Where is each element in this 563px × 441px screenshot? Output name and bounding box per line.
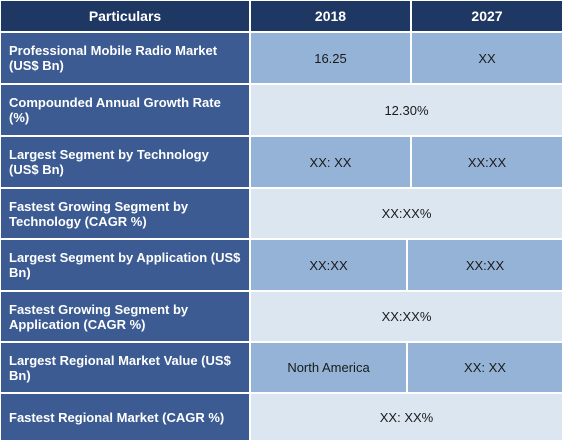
header-particulars: Particulars — [0, 0, 250, 32]
table-row: Largest Regional Market Value (US$ Bn) N… — [0, 342, 563, 393]
value-2027: XX:XX — [407, 239, 563, 291]
row-label: Professional Mobile Radio Market (US$ Bn… — [0, 32, 250, 84]
value-merged: XX:XX% — [250, 188, 563, 239]
table-row: Fastest Growing Segment by Technology (C… — [0, 188, 563, 239]
value-2018: North America — [250, 342, 407, 393]
table-row: Largest Segment by Technology (US$ Bn) X… — [0, 136, 563, 188]
value-2027: XX:XX — [411, 136, 563, 188]
value-merged: XX:XX% — [250, 291, 563, 342]
header-year-2018: 2018 — [250, 0, 411, 32]
row-label: Fastest Regional Market (CAGR %) — [0, 393, 250, 441]
table-header-row: Particulars 2018 2027 — [0, 0, 563, 32]
header-year-2027: 2027 — [411, 0, 563, 32]
table-row: Largest Segment by Application (US$ Bn) … — [0, 239, 563, 291]
row-label: Largest Segment by Application (US$ Bn) — [0, 239, 250, 291]
value-2018: 16.25 — [250, 32, 411, 84]
row-label: Largest Regional Market Value (US$ Bn) — [0, 342, 250, 393]
row-label: Fastest Growing Segment by Technology (C… — [0, 188, 250, 239]
value-2027: XX: XX — [407, 342, 563, 393]
table-row: Fastest Regional Market (CAGR %) XX: XX% — [0, 393, 563, 441]
table-row: Professional Mobile Radio Market (US$ Bn… — [0, 32, 563, 84]
row-label: Fastest Growing Segment by Application (… — [0, 291, 250, 342]
value-2018: XX: XX — [250, 136, 411, 188]
value-2027: XX — [411, 32, 563, 84]
row-label: Compounded Annual Growth Rate (%) — [0, 84, 250, 136]
value-merged: XX: XX% — [250, 393, 563, 441]
table-row: Fastest Growing Segment by Application (… — [0, 291, 563, 342]
value-merged: 12.30% — [250, 84, 563, 136]
table-row: Compounded Annual Growth Rate (%) 12.30% — [0, 84, 563, 136]
row-label: Largest Segment by Technology (US$ Bn) — [0, 136, 250, 188]
value-2018: XX:XX — [250, 239, 407, 291]
